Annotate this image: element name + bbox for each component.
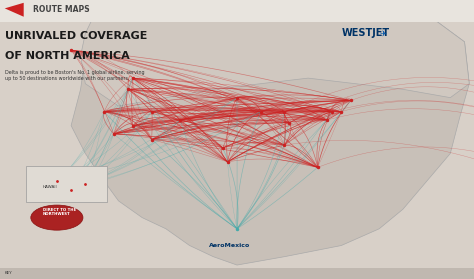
Text: HAWAII: HAWAII (43, 185, 57, 189)
Text: WESTJET: WESTJET (341, 28, 390, 39)
Polygon shape (71, 3, 469, 265)
Text: Delta is proud to be Boston's No. 1 global airline, serving
up to 50 destination: Delta is proud to be Boston's No. 1 glob… (5, 70, 145, 81)
Ellipse shape (31, 205, 83, 230)
Polygon shape (81, 3, 469, 106)
Text: OF NORTH AMERICA: OF NORTH AMERICA (5, 51, 129, 61)
Text: ROUTE MAPS: ROUTE MAPS (33, 5, 90, 14)
Bar (0, 268, 474, 279)
Text: ✈: ✈ (379, 29, 386, 38)
Text: DIRECT TO THE
NORTHWEST: DIRECT TO THE NORTHWEST (43, 208, 76, 216)
Text: AeroMexico: AeroMexico (209, 243, 250, 248)
FancyBboxPatch shape (26, 166, 107, 202)
Text: UNRIVALED COVERAGE: UNRIVALED COVERAGE (5, 31, 147, 41)
Text: KEY: KEY (5, 271, 12, 275)
Polygon shape (5, 3, 24, 17)
Bar (0, 0, 474, 22)
